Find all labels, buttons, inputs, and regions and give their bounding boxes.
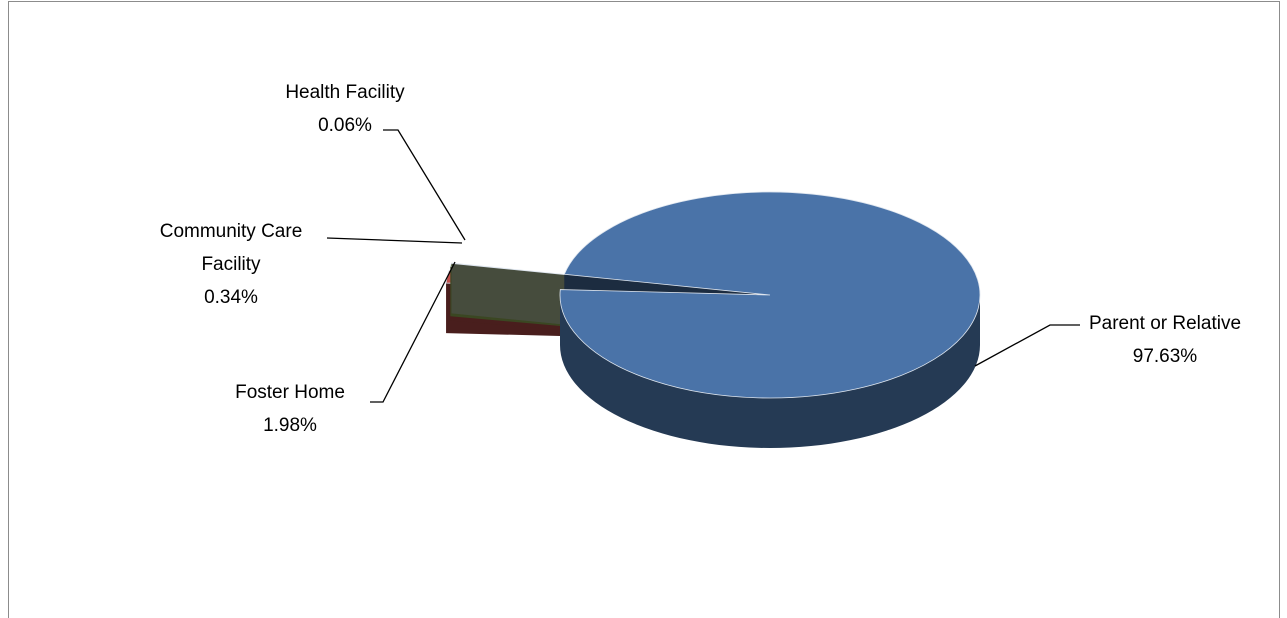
data-label: Community Care Facility 0.34% — [131, 215, 331, 314]
leader-line — [326, 237, 463, 244]
slice-side — [560, 295, 980, 448]
leader-line — [370, 261, 456, 403]
chart-border — [8, 1, 1280, 618]
data-label: Foster Home 1.98% — [210, 376, 370, 442]
value-label: 97.63% — [1132, 346, 1198, 367]
slice — [559, 191, 981, 399]
category-label: Community Care Facility — [159, 221, 303, 275]
data-label: Parent or Relative 97.63% — [1065, 307, 1265, 373]
category-label: Foster Home — [235, 382, 345, 403]
leader-line — [383, 129, 466, 241]
category-label: Parent or Relative — [1088, 313, 1242, 334]
category-label: Health Facility — [285, 82, 405, 103]
value-label: 0.34% — [204, 287, 258, 308]
data-label: Health Facility 0.06% — [255, 76, 435, 142]
leader-line — [974, 324, 1080, 367]
value-label: 1.98% — [263, 415, 317, 436]
value-label: 0.06% — [318, 115, 372, 136]
